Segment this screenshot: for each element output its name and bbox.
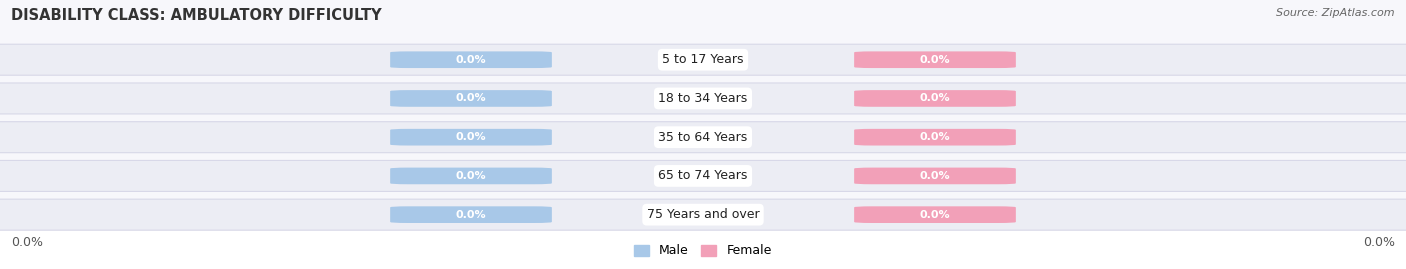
Text: 0.0%: 0.0% <box>920 93 950 104</box>
FancyBboxPatch shape <box>391 168 551 184</box>
Text: 0.0%: 0.0% <box>456 55 486 65</box>
FancyBboxPatch shape <box>391 129 551 146</box>
FancyBboxPatch shape <box>0 199 1406 230</box>
FancyBboxPatch shape <box>0 160 1406 192</box>
FancyBboxPatch shape <box>855 206 1015 223</box>
Text: 0.0%: 0.0% <box>920 132 950 142</box>
Text: Source: ZipAtlas.com: Source: ZipAtlas.com <box>1277 8 1395 18</box>
Text: 0.0%: 0.0% <box>920 171 950 181</box>
FancyBboxPatch shape <box>391 51 551 68</box>
FancyBboxPatch shape <box>855 168 1015 184</box>
FancyBboxPatch shape <box>391 206 551 223</box>
FancyBboxPatch shape <box>0 122 1406 153</box>
Text: DISABILITY CLASS: AMBULATORY DIFFICULTY: DISABILITY CLASS: AMBULATORY DIFFICULTY <box>11 8 382 23</box>
FancyBboxPatch shape <box>855 129 1015 146</box>
Text: 35 to 64 Years: 35 to 64 Years <box>658 131 748 144</box>
Text: 0.0%: 0.0% <box>456 132 486 142</box>
Legend: Male, Female: Male, Female <box>630 239 776 263</box>
Text: 65 to 74 Years: 65 to 74 Years <box>658 169 748 182</box>
Text: 18 to 34 Years: 18 to 34 Years <box>658 92 748 105</box>
Text: 0.0%: 0.0% <box>456 210 486 220</box>
Text: 75 Years and over: 75 Years and over <box>647 208 759 221</box>
FancyBboxPatch shape <box>0 83 1406 114</box>
Text: 0.0%: 0.0% <box>456 171 486 181</box>
Text: 0.0%: 0.0% <box>1362 236 1395 249</box>
FancyBboxPatch shape <box>855 51 1015 68</box>
FancyBboxPatch shape <box>391 90 551 107</box>
FancyBboxPatch shape <box>855 90 1015 107</box>
Text: 0.0%: 0.0% <box>11 236 44 249</box>
FancyBboxPatch shape <box>0 44 1406 75</box>
Text: 0.0%: 0.0% <box>920 210 950 220</box>
Text: 5 to 17 Years: 5 to 17 Years <box>662 53 744 66</box>
Text: 0.0%: 0.0% <box>456 93 486 104</box>
Text: 0.0%: 0.0% <box>920 55 950 65</box>
